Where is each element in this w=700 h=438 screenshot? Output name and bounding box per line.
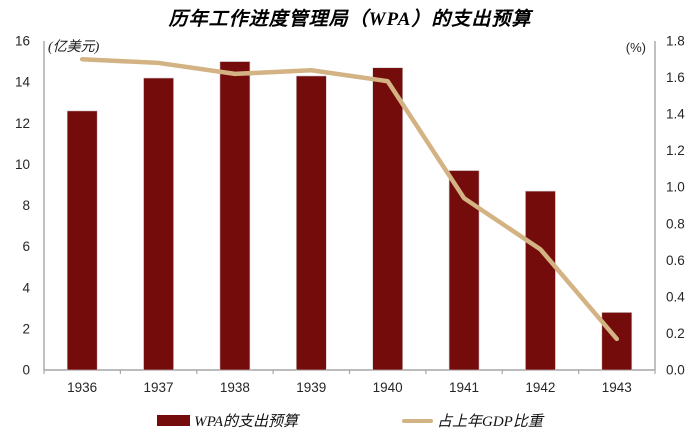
line-series-label: 占上年GDP比重	[437, 414, 543, 430]
bar-series-label: WPA的支出预算	[194, 414, 299, 430]
bar-1940	[372, 67, 403, 371]
line-series-swatch	[402, 418, 434, 423]
x-axis-category-label: 1939	[296, 380, 326, 395]
left-axis-tick-label: 10	[15, 157, 30, 172]
right-axis-tick-label: 1.4	[666, 107, 685, 122]
right-axis-unit-label: (%)	[625, 40, 646, 55]
x-axis-category-label: 1943	[602, 380, 632, 395]
legend-item-bars: WPA的支出预算	[157, 410, 298, 431]
right-axis-tick-label: 0.0	[666, 363, 685, 378]
x-axis-category-label: 1938	[220, 380, 250, 395]
legend-item-line: 占上年GDP比重	[402, 410, 543, 431]
right-axis-tick-label: 0.8	[666, 216, 685, 231]
left-axis-tick-label: 16	[15, 34, 30, 49]
left-axis-tick-label: 8	[22, 198, 30, 213]
left-axis-tick-label: 0	[22, 363, 30, 378]
right-axis-tick-label: 1.2	[666, 143, 685, 158]
bar-1939	[296, 75, 327, 371]
bar-1936	[66, 110, 98, 371]
gdp-ratio-line	[79, 57, 620, 342]
left-axis-tick-label: 6	[22, 239, 30, 254]
right-axis-tick-label: 1.8	[666, 34, 685, 49]
bar-1938	[219, 61, 251, 371]
left-axis-tick-label: 4	[22, 280, 30, 295]
x-axis-category-label: 1942	[525, 380, 555, 395]
left-axis-unit-label: (亿美元)	[48, 40, 100, 55]
x-axis-category-label: 1936	[67, 380, 97, 395]
left-axis-tick-label: 14	[15, 75, 31, 90]
x-axis-category-label: 1940	[373, 380, 403, 395]
bar-1943	[601, 312, 633, 371]
right-axis-tick-label: 1.6	[666, 70, 685, 85]
bar-series-swatch	[157, 415, 191, 426]
bar-1937	[143, 77, 174, 371]
chart-legend: WPA的支出预算 占上年GDP比重	[0, 410, 700, 431]
left-axis-tick-label: 12	[15, 116, 30, 131]
right-axis-tick-label: 1.0	[666, 180, 685, 195]
left-axis-tick-label: 2	[22, 321, 30, 336]
right-axis-tick-label: 0.6	[666, 253, 685, 268]
bar-1942	[525, 190, 556, 371]
x-axis-category-label: 1937	[144, 380, 174, 395]
chart-title: 历年工作进度管理局（WPA）的支出预算	[168, 9, 532, 30]
right-axis-tick-label: 0.4	[666, 289, 685, 304]
x-axis-category-label: 1941	[449, 380, 479, 395]
right-axis-tick-label: 0.2	[666, 326, 685, 341]
